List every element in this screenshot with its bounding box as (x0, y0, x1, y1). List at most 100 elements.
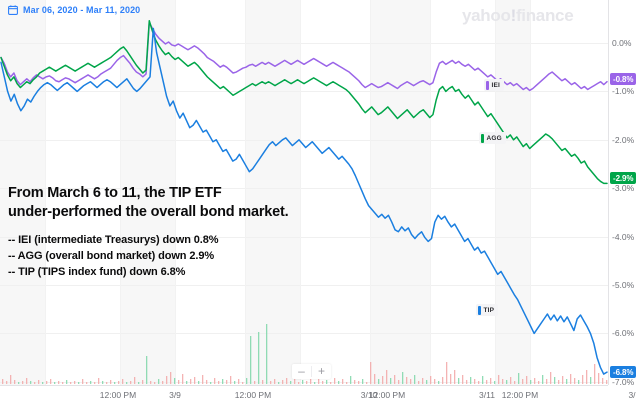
volume-bar (146, 356, 148, 384)
volume-bar (418, 381, 420, 384)
series-label-text: TIP (483, 306, 495, 314)
volume-bar (414, 375, 416, 384)
volume-bar (6, 381, 8, 384)
volume-bar (290, 381, 292, 384)
annotation-headline: From March 6 to 11, the TIP ETF under-pe… (8, 184, 348, 223)
series-color-swatch (481, 133, 484, 143)
volume-bar (362, 379, 364, 384)
volume-bar (506, 380, 508, 384)
series-label-text: AGG (486, 134, 502, 142)
volume-bar (114, 382, 116, 384)
volume-bar (358, 381, 360, 384)
x-axis-tick-label: 3/ (628, 390, 636, 400)
volume-bar (338, 381, 340, 384)
date-range-selector[interactable]: Mar 06, 2020 - Mar 11, 2020 (8, 5, 140, 15)
zoom-controls[interactable]: – + (292, 364, 331, 379)
volume-bar (38, 380, 40, 384)
volume-bar (210, 382, 212, 384)
background-band (370, 0, 430, 385)
gridline-horizontal (0, 381, 608, 383)
zoom-out-button[interactable]: – (292, 364, 311, 379)
price-lines (0, 19, 608, 375)
volume-bar (90, 381, 92, 384)
volume-bar (550, 372, 552, 384)
volume-bar (158, 379, 160, 384)
series-label-iei: IEI (484, 79, 505, 91)
volume-bar (374, 374, 376, 384)
volume-bar (266, 324, 268, 384)
volume-bar (378, 379, 380, 384)
volume-bar (102, 381, 104, 384)
volume-bar (578, 380, 580, 384)
zoom-in-button[interactable]: + (312, 364, 331, 379)
watermark-bang: ! (510, 6, 517, 25)
volume-bar (50, 379, 52, 384)
volume-bar (538, 381, 540, 384)
volume-bar (258, 332, 260, 384)
volume-bar (262, 380, 264, 384)
volume-bar (330, 382, 332, 384)
series-line-iei (0, 21, 608, 92)
volume-bar (70, 382, 72, 384)
volume-bar (110, 380, 112, 384)
volume-bar (286, 378, 288, 384)
y-axis-tick-label: -2.0% (612, 134, 635, 145)
volume-bar (590, 377, 592, 384)
volume-bar (122, 379, 124, 384)
volume-bar (202, 375, 204, 384)
y-axis-tick-label: -3.0% (612, 183, 635, 194)
annotation-bullets: -- IEI (intermediate Treasurys) down 0.8… (8, 232, 348, 280)
volume-bar (2, 379, 4, 384)
background-band (120, 0, 175, 385)
volume-bar (522, 379, 524, 384)
series-label-tip: TIP (476, 304, 499, 316)
volume-bar (370, 362, 372, 384)
volume-bar (98, 378, 100, 384)
gridline-horizontal (0, 236, 608, 238)
gridline-vertical (245, 0, 246, 385)
volume-bar (154, 382, 156, 384)
volume-bar (486, 380, 488, 384)
volume-bar (18, 382, 20, 384)
series-color-swatch (478, 305, 481, 315)
value-badge: -0.8% (610, 73, 637, 85)
volume-bar (350, 376, 352, 384)
volume-bar (306, 381, 308, 384)
background-band (495, 0, 530, 385)
annotation-bullet-tip: -- TIP (TIPS index fund) down 6.8% (8, 265, 186, 278)
volume-bar (162, 381, 164, 384)
volume-bar (494, 381, 496, 384)
volume-bar (566, 379, 568, 384)
volume-bar (598, 373, 600, 384)
volume-bar (142, 380, 144, 384)
volume-bar (546, 379, 548, 384)
chart-plot-area[interactable] (0, 0, 608, 385)
volume-bar (542, 375, 544, 384)
x-axis-line (0, 385, 608, 386)
x-axis-tick-label: 3/9 (169, 390, 181, 400)
volume-bar (222, 379, 224, 384)
volume-bar (562, 376, 564, 384)
gridline-horizontal (0, 188, 608, 190)
volume-bar (470, 377, 472, 384)
volume-bar (426, 380, 428, 384)
background-band (0, 0, 45, 385)
annotation-overlay: From March 6 to 11, the TIP ETF under-pe… (8, 184, 348, 280)
volume-bar (462, 375, 464, 384)
y-axis-tick-label: -5.0% (612, 280, 635, 290)
gridline-horizontal (0, 285, 608, 286)
volume-bar (318, 379, 320, 384)
gridline-vertical (175, 0, 176, 385)
volume-bar (254, 381, 256, 384)
volume-bar (510, 377, 512, 384)
volume-bar (42, 382, 44, 384)
volume-bar (410, 379, 412, 384)
watermark-yahoo: yahoo (462, 6, 511, 25)
volume-bar (166, 376, 168, 384)
volume-bar (514, 381, 516, 384)
volume-bar (198, 381, 200, 384)
volume-bar (394, 375, 396, 384)
series-line-tip (0, 27, 608, 375)
volume-bar (226, 380, 228, 384)
volume-bar (454, 370, 456, 384)
